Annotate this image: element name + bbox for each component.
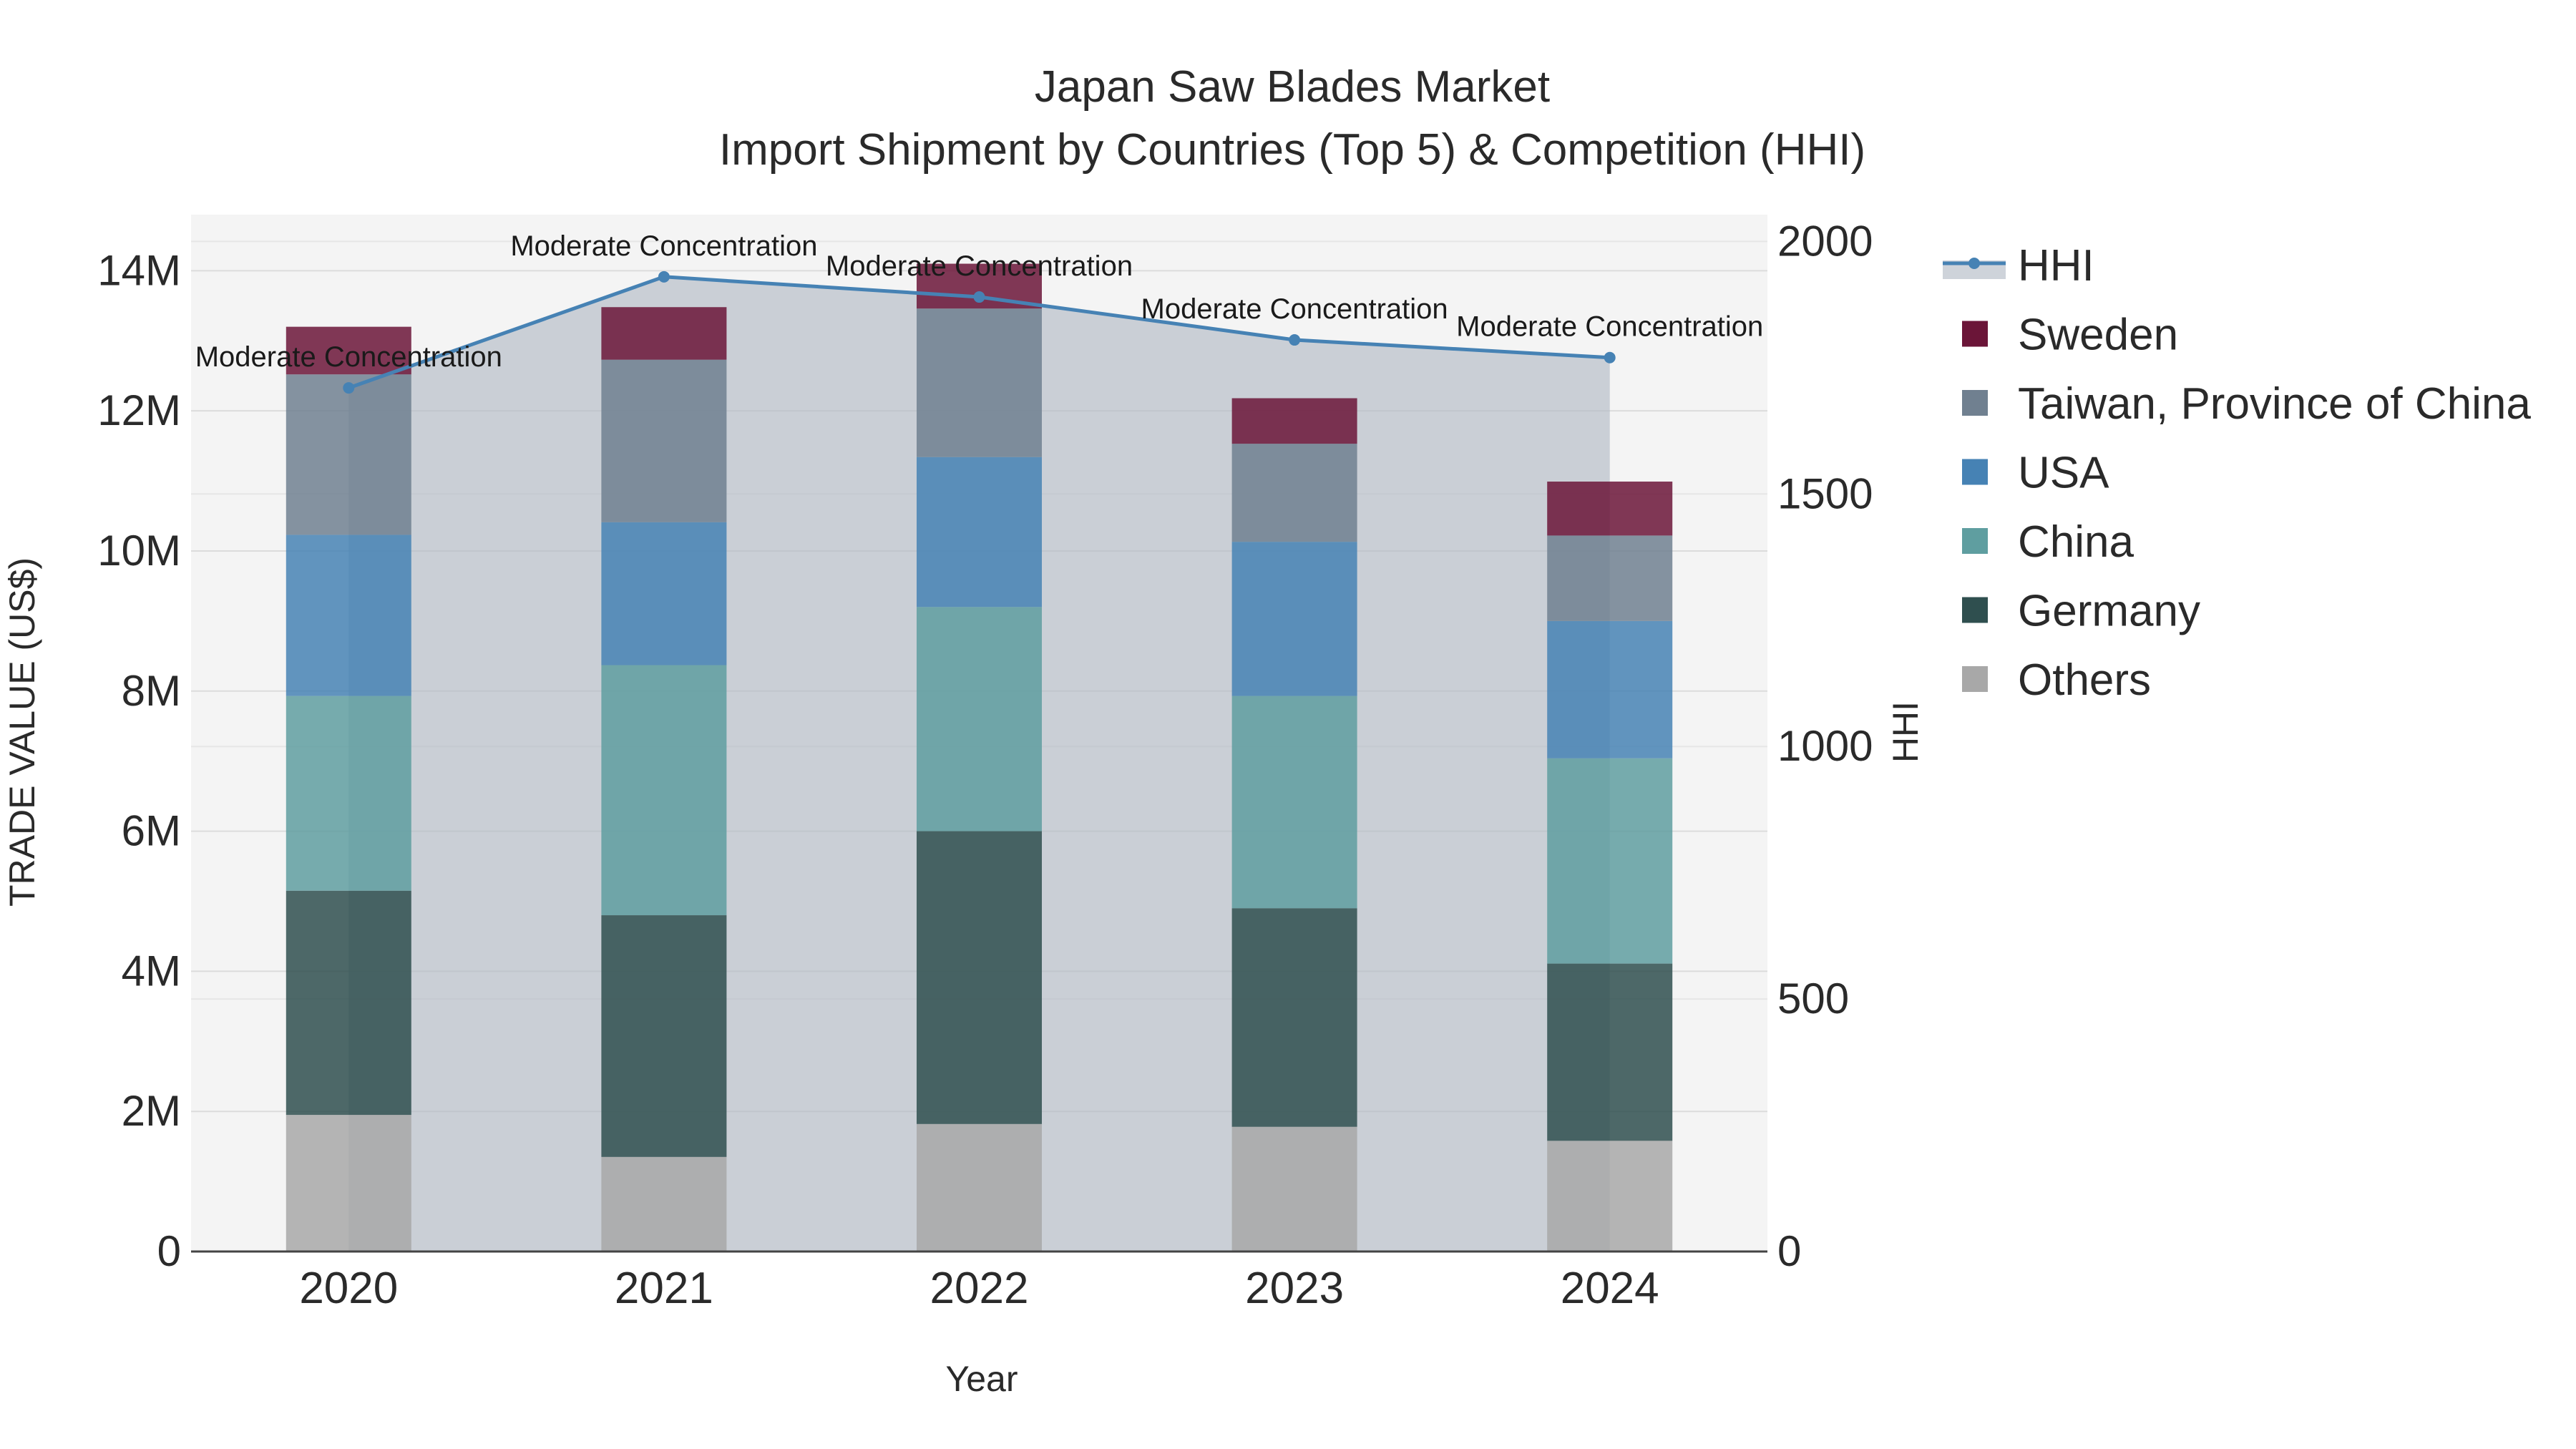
legend-label: Taiwan, Province of China — [2018, 379, 2531, 429]
bar-sweden-2024 — [1547, 482, 1673, 536]
bar-usa-2023 — [1231, 542, 1357, 696]
y2-tick-label: 500 — [1777, 975, 1849, 1023]
bar-stacks — [286, 263, 1673, 1252]
bar-taiwan-province-of-china-2022 — [917, 308, 1042, 457]
bar-germany-2023 — [1231, 908, 1357, 1127]
bar-taiwan-province-of-china-2024 — [1547, 535, 1673, 621]
y2-tick-label: 2000 — [1777, 217, 1873, 265]
bar-taiwan-province-of-china-2020 — [286, 374, 411, 535]
legend-item-china[interactable]: China — [1962, 517, 2135, 567]
legend-item-taiwan-province-of-china[interactable]: Taiwan, Province of China — [1962, 379, 2531, 429]
bar-sweden-2021 — [601, 307, 727, 360]
bar-others-2020 — [286, 1115, 411, 1252]
axes: 0 2M 4M 6M 8M 10M 12M 14M 0 500 1000 1500 2000 2020 20… — [97, 217, 1873, 1313]
hhi-point-2020 — [343, 382, 355, 394]
bar-germany-2024 — [1547, 963, 1673, 1141]
legend-item-usa[interactable]: USA — [1962, 449, 2109, 498]
legend-swatch — [1962, 666, 1988, 692]
legend-swatch — [1962, 459, 1988, 485]
legend-swatch-hhi-marker — [1968, 258, 1980, 269]
bar-sweden-2020 — [286, 326, 411, 375]
bar-china-2024 — [1547, 758, 1673, 964]
legend-label: Germany — [2018, 587, 2200, 636]
y-tick-label: 12M — [97, 386, 181, 434]
y-tick-label: 4M — [122, 947, 181, 995]
legend-item-sweden[interactable]: Sweden — [1962, 311, 2178, 360]
bar-others-2021 — [601, 1156, 727, 1252]
bar-sweden-2023 — [1231, 398, 1357, 444]
y2-axis-title: HHI — [1885, 701, 1926, 763]
legend-label: Sweden — [2018, 311, 2178, 360]
legend-label: USA — [2018, 449, 2109, 498]
y2-tick-label: 0 — [1777, 1227, 1801, 1275]
bar-china-2020 — [286, 696, 411, 891]
hhi-point-2024 — [1604, 351, 1616, 364]
y2-tick-label: 1000 — [1777, 722, 1873, 770]
bar-usa-2020 — [286, 535, 411, 696]
legend-swatch — [1962, 390, 1988, 416]
hhi-point-2021 — [658, 270, 670, 283]
x-axis-title: Year — [945, 1359, 1018, 1399]
y-tick-label: 2M — [122, 1087, 181, 1135]
hhi-annotation-2021: Moderate Concentration — [510, 230, 817, 262]
chart-subtitle: Import Shipment by Countries (Top 5) & C… — [719, 125, 1865, 175]
legend-label: Others — [2018, 655, 2151, 705]
bar-others-2022 — [917, 1123, 1042, 1252]
legend-item-hhi[interactable]: HHI — [1943, 241, 2094, 291]
hhi-annotation-2023: Moderate Concentration — [1141, 293, 1448, 325]
y2-tick-label: 1500 — [1777, 469, 1873, 517]
y-tick-label: 6M — [122, 807, 181, 855]
bar-others-2024 — [1547, 1141, 1673, 1252]
x-tick-label-2024: 2024 — [1561, 1264, 1659, 1313]
bar-others-2023 — [1231, 1126, 1357, 1252]
bar-china-2023 — [1231, 696, 1357, 909]
legend-swatch — [1962, 597, 1988, 623]
hhi-point-2022 — [973, 291, 985, 303]
bar-usa-2022 — [917, 457, 1042, 608]
hhi-annotation-2024: Moderate Concentration — [1456, 311, 1763, 343]
y-axis-title: TRADE VALUE (US$) — [2, 557, 42, 907]
bar-germany-2022 — [917, 831, 1042, 1124]
bar-taiwan-province-of-china-2023 — [1231, 444, 1357, 542]
legend-item-germany[interactable]: Germany — [1962, 587, 2200, 636]
x-tick-label-2021: 2021 — [615, 1264, 713, 1313]
legend-swatch — [1962, 321, 1988, 347]
bar-china-2022 — [917, 607, 1042, 831]
legend: HHI Sweden Taiwan, Province of China USA Chi… — [1943, 241, 2531, 705]
bar-usa-2024 — [1547, 620, 1673, 758]
legend-swatch — [1962, 528, 1988, 554]
chart-title: Japan Saw Blades Market — [1035, 62, 1550, 112]
hhi-annotation-2022: Moderate Concentration — [826, 250, 1133, 282]
y-tick-label: 14M — [97, 246, 181, 294]
y-tick-label: 10M — [97, 527, 181, 575]
bar-usa-2021 — [601, 522, 727, 665]
legend-label: China — [2018, 517, 2135, 567]
x-tick-label-2020: 2020 — [299, 1264, 398, 1313]
x-tick-label-2023: 2023 — [1245, 1264, 1344, 1313]
bar-china-2021 — [601, 665, 727, 916]
y-tick-label: 0 — [157, 1227, 181, 1275]
hhi-point-2023 — [1289, 334, 1301, 346]
hhi-line — [343, 270, 1616, 394]
legend-item-others[interactable]: Others — [1962, 655, 2151, 705]
hhi-annotation-2020: Moderate Concentration — [195, 341, 502, 373]
bar-taiwan-province-of-china-2021 — [601, 359, 727, 522]
x-tick-label-2022: 2022 — [930, 1264, 1029, 1313]
bar-germany-2020 — [286, 890, 411, 1116]
y-tick-label: 8M — [122, 667, 181, 715]
bar-germany-2021 — [601, 915, 727, 1157]
legend-label: HHI — [2018, 241, 2094, 291]
